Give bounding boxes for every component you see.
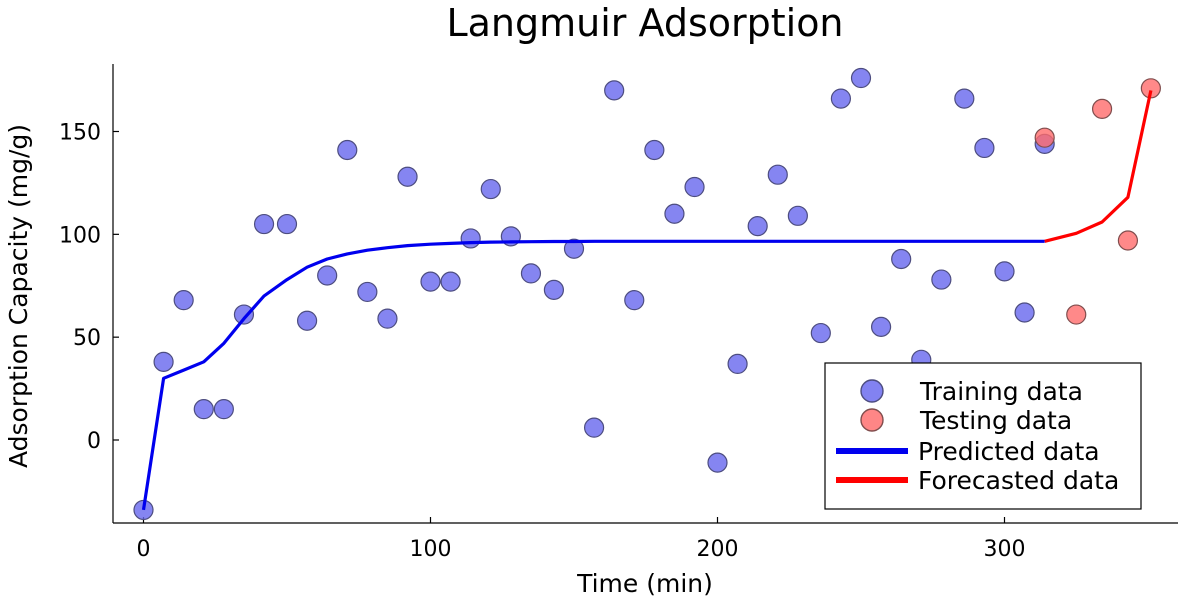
training-data-point: [767, 164, 788, 185]
legend: Training data Testing data Predicted dat…: [824, 362, 1142, 510]
y-axis-label: Adsorption Capacity (mg/g): [4, 124, 33, 468]
training-data-point: [954, 88, 975, 109]
training-data-point: [317, 265, 338, 286]
x-tick-label: 300: [984, 537, 1026, 562]
training-data-point: [420, 271, 441, 292]
training-data-point: [707, 452, 728, 473]
training-data-point: [583, 417, 605, 438]
legend-label-predicted: Predicted data: [918, 437, 1100, 466]
training-data-point: [644, 139, 665, 161]
legend-marker-testing: [860, 408, 884, 432]
x-tick-label: 100: [410, 537, 452, 562]
testing-data-point: [1117, 230, 1139, 251]
training-data-point: [830, 88, 852, 109]
training-data-point: [213, 399, 234, 420]
training-data-point: [173, 290, 194, 311]
legend-label-forecasted: Forecasted data: [918, 466, 1119, 495]
training-data-point: [563, 238, 585, 259]
training-data-point: [931, 269, 952, 290]
legend-label-training: Training data: [919, 377, 1083, 406]
y-tick-label: 0: [87, 429, 101, 454]
training-data-point: [684, 176, 705, 198]
forecasted-data-line: [1044, 90, 1153, 243]
training-data-point: [664, 203, 685, 224]
plot-area: [133, 67, 1161, 521]
training-data-point: [727, 353, 748, 375]
testing-data-point: [1066, 304, 1087, 325]
training-data-point: [460, 228, 481, 249]
training-data-point: [974, 137, 995, 159]
y-ticks: 0 50 100 150: [59, 121, 119, 454]
predicted-data-line: [141, 239, 1045, 511]
training-data-point: [747, 216, 768, 237]
training-data-point: [480, 178, 501, 200]
x-tick-label: 200: [697, 537, 739, 562]
training-data-point: [337, 139, 358, 161]
training-data-point: [543, 279, 565, 300]
training-data-point: [604, 80, 625, 101]
axes: [112, 64, 1178, 524]
training-data-point: [994, 261, 1015, 282]
training-data-point: [1014, 302, 1035, 323]
training-data-point: [233, 304, 255, 325]
training-data-point: [193, 399, 214, 420]
training-data-point: [153, 351, 174, 372]
y-tick-label: 50: [73, 326, 101, 351]
chart-title: Langmuir Adsorption: [446, 1, 843, 45]
training-data-point: [870, 316, 892, 337]
testing-data-point: [1034, 127, 1055, 148]
y-tick-label: 150: [59, 121, 101, 146]
testing-data-point: [1091, 98, 1113, 119]
legend-marker-training: [860, 379, 884, 403]
training-data-point: [850, 67, 872, 89]
training-data-point: [440, 271, 461, 292]
training-data-point: [357, 281, 378, 303]
training-data-point: [624, 290, 645, 311]
training-data-point: [253, 213, 275, 235]
training-data-point: [787, 205, 808, 226]
y-tick-label: 100: [59, 223, 101, 248]
training-data-point: [276, 213, 298, 235]
training-data-point: [891, 248, 912, 270]
x-axis-label: Time (min): [576, 569, 713, 598]
training-data-point: [377, 308, 398, 329]
x-ticks: 0 100 200 300: [137, 517, 1026, 562]
training-data-point: [296, 310, 318, 331]
training-data-point: [397, 166, 418, 187]
legend-label-testing: Testing data: [919, 406, 1072, 435]
training-data-point: [810, 322, 831, 344]
x-tick-label: 0: [137, 537, 151, 562]
training-data-point: [520, 263, 542, 284]
